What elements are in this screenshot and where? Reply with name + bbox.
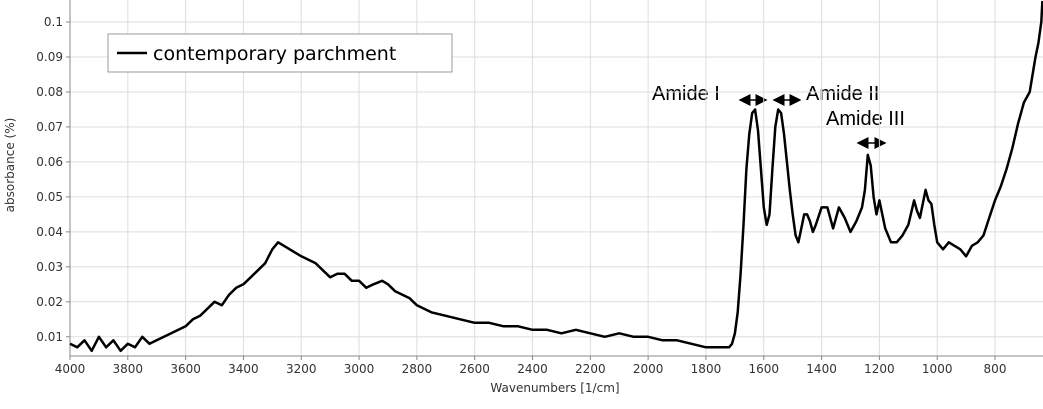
x-tick-label: 1800	[691, 362, 722, 376]
x-tick-label: 3600	[170, 362, 201, 376]
x-tick-label: 1200	[864, 362, 895, 376]
annotation: Amide I	[652, 83, 720, 105]
data-line	[69, 0, 1043, 353]
x-tick-label: 2400	[517, 362, 548, 376]
annotation: Amide II	[806, 83, 879, 105]
x-tick-label: 800	[984, 362, 1007, 376]
x-tick-label: 4000	[55, 362, 86, 376]
x-tick-label: 1400	[806, 362, 837, 376]
y-tick-label: 0.05	[36, 190, 63, 204]
x-tick-label: 1000	[922, 362, 953, 376]
x-axis-label: Wavenumbers [1/cm]	[490, 381, 619, 395]
x-tick-label: 2000	[633, 362, 664, 376]
y-tick-label: 0.07	[36, 120, 63, 134]
y-axis-label: absorbance (%)	[3, 118, 17, 213]
x-tick-label: 2600	[459, 362, 490, 376]
x-tick-label: 3000	[344, 362, 375, 376]
legend-label: contemporary parchment	[153, 43, 396, 65]
annotation: Amide III	[826, 108, 905, 130]
x-tick-label: 3400	[228, 362, 259, 376]
x-tick-label: 2800	[402, 362, 433, 376]
y-tick-label: 0.01	[36, 330, 63, 344]
x-tick-label: 3200	[286, 362, 317, 376]
y-tick-label: 0.09	[36, 50, 63, 64]
y-tick-label: 0.04	[36, 225, 63, 239]
y-tick-label: 0.06	[36, 155, 63, 169]
legend-box	[107, 33, 453, 73]
y-tick-label: 0.02	[36, 295, 63, 309]
x-tick-label: 3800	[113, 362, 144, 376]
y-tick-label: 0.03	[36, 260, 63, 274]
x-tick-label: 2200	[575, 362, 606, 376]
y-tick-label: 0.08	[36, 85, 63, 99]
y-tick-label: 0.1	[44, 15, 63, 29]
x-tick-label: 1600	[748, 362, 779, 376]
